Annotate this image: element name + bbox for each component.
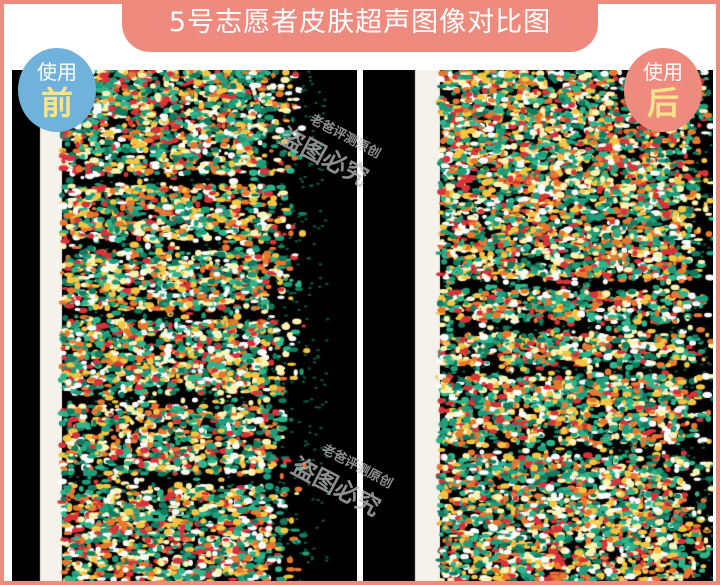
page-title: 5号志愿者皮肤超声图像对比图 <box>122 0 598 52</box>
badge-label: 前 <box>40 84 73 122</box>
badge-label: 使用 <box>643 60 683 84</box>
badge-label: 使用 <box>37 60 77 84</box>
badge-label: 后 <box>646 84 679 122</box>
before-badge: 使用 前 <box>18 48 96 132</box>
ultrasound-image-after <box>363 70 713 581</box>
after-badge: 使用 后 <box>624 48 702 132</box>
ultrasound-image-before <box>12 70 357 581</box>
